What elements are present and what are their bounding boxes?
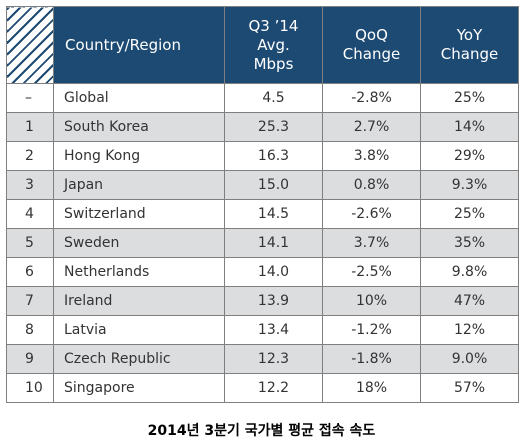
rank-cell: 1 [6, 112, 54, 142]
speed-cell: 16.3 [224, 141, 323, 171]
header-country: Country/Region [53, 6, 225, 84]
yoy-cell: 9.0% [420, 344, 519, 374]
country-cell: Switzerland [53, 199, 225, 229]
speed-cell: 14.1 [224, 228, 323, 258]
country-cell: Japan [53, 170, 225, 200]
country-cell: Netherlands [53, 257, 225, 287]
speed-cell: 13.4 [224, 315, 323, 345]
speed-cell: 25.3 [224, 112, 323, 142]
qoq-cell: 2.7% [322, 112, 421, 142]
country-cell: South Korea [53, 112, 225, 142]
qoq-cell: 0.8% [322, 170, 421, 200]
speed-cell: 12.3 [224, 344, 323, 374]
table-caption: 2014년 3분기 국가별 평균 접속 속도 [147, 423, 376, 439]
qoq-cell: 3.7% [322, 228, 421, 258]
speed-table: Country/Region Q3 ’14 Avg. Mbps QoQ Chan… [6, 6, 519, 403]
header-row: Country/Region Q3 ’14 Avg. Mbps QoQ Chan… [6, 6, 519, 84]
qoq-cell: -2.6% [322, 199, 421, 229]
rank-cell: 9 [6, 344, 54, 374]
table-row: 6 Netherlands 14.0 -2.5% 9.8% [6, 257, 519, 287]
table-row: 4 Switzerland 14.5 -2.6% 25% [6, 199, 519, 229]
yoy-cell: 29% [420, 141, 519, 171]
table-row: 5 Sweden 14.1 3.7% 35% [6, 228, 519, 258]
qoq-cell: 10% [322, 286, 421, 316]
qoq-cell: 3.8% [322, 141, 421, 171]
speed-cell: 13.9 [224, 286, 323, 316]
country-cell: Ireland [53, 286, 225, 316]
header-qoq-change: QoQ Change [322, 6, 421, 84]
rank-cell: 3 [6, 170, 54, 200]
table-row: 1 South Korea 25.3 2.7% 14% [6, 112, 519, 142]
yoy-cell: 9.8% [420, 257, 519, 287]
rank-cell: 8 [6, 315, 54, 345]
country-cell: Latvia [53, 315, 225, 345]
yoy-cell: 14% [420, 112, 519, 142]
yoy-cell: 9.3% [420, 170, 519, 200]
rank-cell: 2 [6, 141, 54, 171]
qoq-cell: -2.5% [322, 257, 421, 287]
yoy-cell: 25% [420, 199, 519, 229]
header-avg-speed: Q3 ’14 Avg. Mbps [224, 6, 323, 84]
yoy-cell: 35% [420, 228, 519, 258]
table-row: 9 Czech Republic 12.3 -1.8% 9.0% [6, 344, 519, 374]
yoy-cell: 12% [420, 315, 519, 345]
rank-cell: 7 [6, 286, 54, 316]
table-row: 8 Latvia 13.4 -1.2% 12% [6, 315, 519, 345]
qoq-cell: 18% [322, 373, 421, 403]
country-cell: Hong Kong [53, 141, 225, 171]
country-cell: Global [53, 83, 225, 113]
yoy-cell: 57% [420, 373, 519, 403]
rank-cell: 6 [6, 257, 54, 287]
country-cell: Singapore [53, 373, 225, 403]
table-row: – Global 4.5 -2.8% 25% [6, 83, 519, 113]
qoq-cell: -2.8% [322, 83, 421, 113]
header-hatch-cell [6, 6, 54, 84]
speed-cell: 14.0 [224, 257, 323, 287]
header-yoy-change: YoY Change [420, 6, 519, 84]
table-row: 7 Ireland 13.9 10% 47% [6, 286, 519, 316]
country-cell: Czech Republic [53, 344, 225, 374]
rank-cell: 5 [6, 228, 54, 258]
speed-cell: 15.0 [224, 170, 323, 200]
yoy-cell: 47% [420, 286, 519, 316]
qoq-cell: -1.2% [322, 315, 421, 345]
speed-cell: 14.5 [224, 199, 323, 229]
table-row: 10 Singapore 12.2 18% 57% [6, 373, 519, 403]
rank-cell: 4 [6, 199, 54, 229]
table-row: 2 Hong Kong 16.3 3.8% 29% [6, 141, 519, 171]
speed-cell: 4.5 [224, 83, 323, 113]
rank-cell: – [6, 83, 54, 113]
table-row: 3 Japan 15.0 0.8% 9.3% [6, 170, 519, 200]
rank-cell: 10 [6, 373, 54, 403]
speed-cell: 12.2 [224, 373, 323, 403]
country-cell: Sweden [53, 228, 225, 258]
yoy-cell: 25% [420, 83, 519, 113]
qoq-cell: -1.8% [322, 344, 421, 374]
